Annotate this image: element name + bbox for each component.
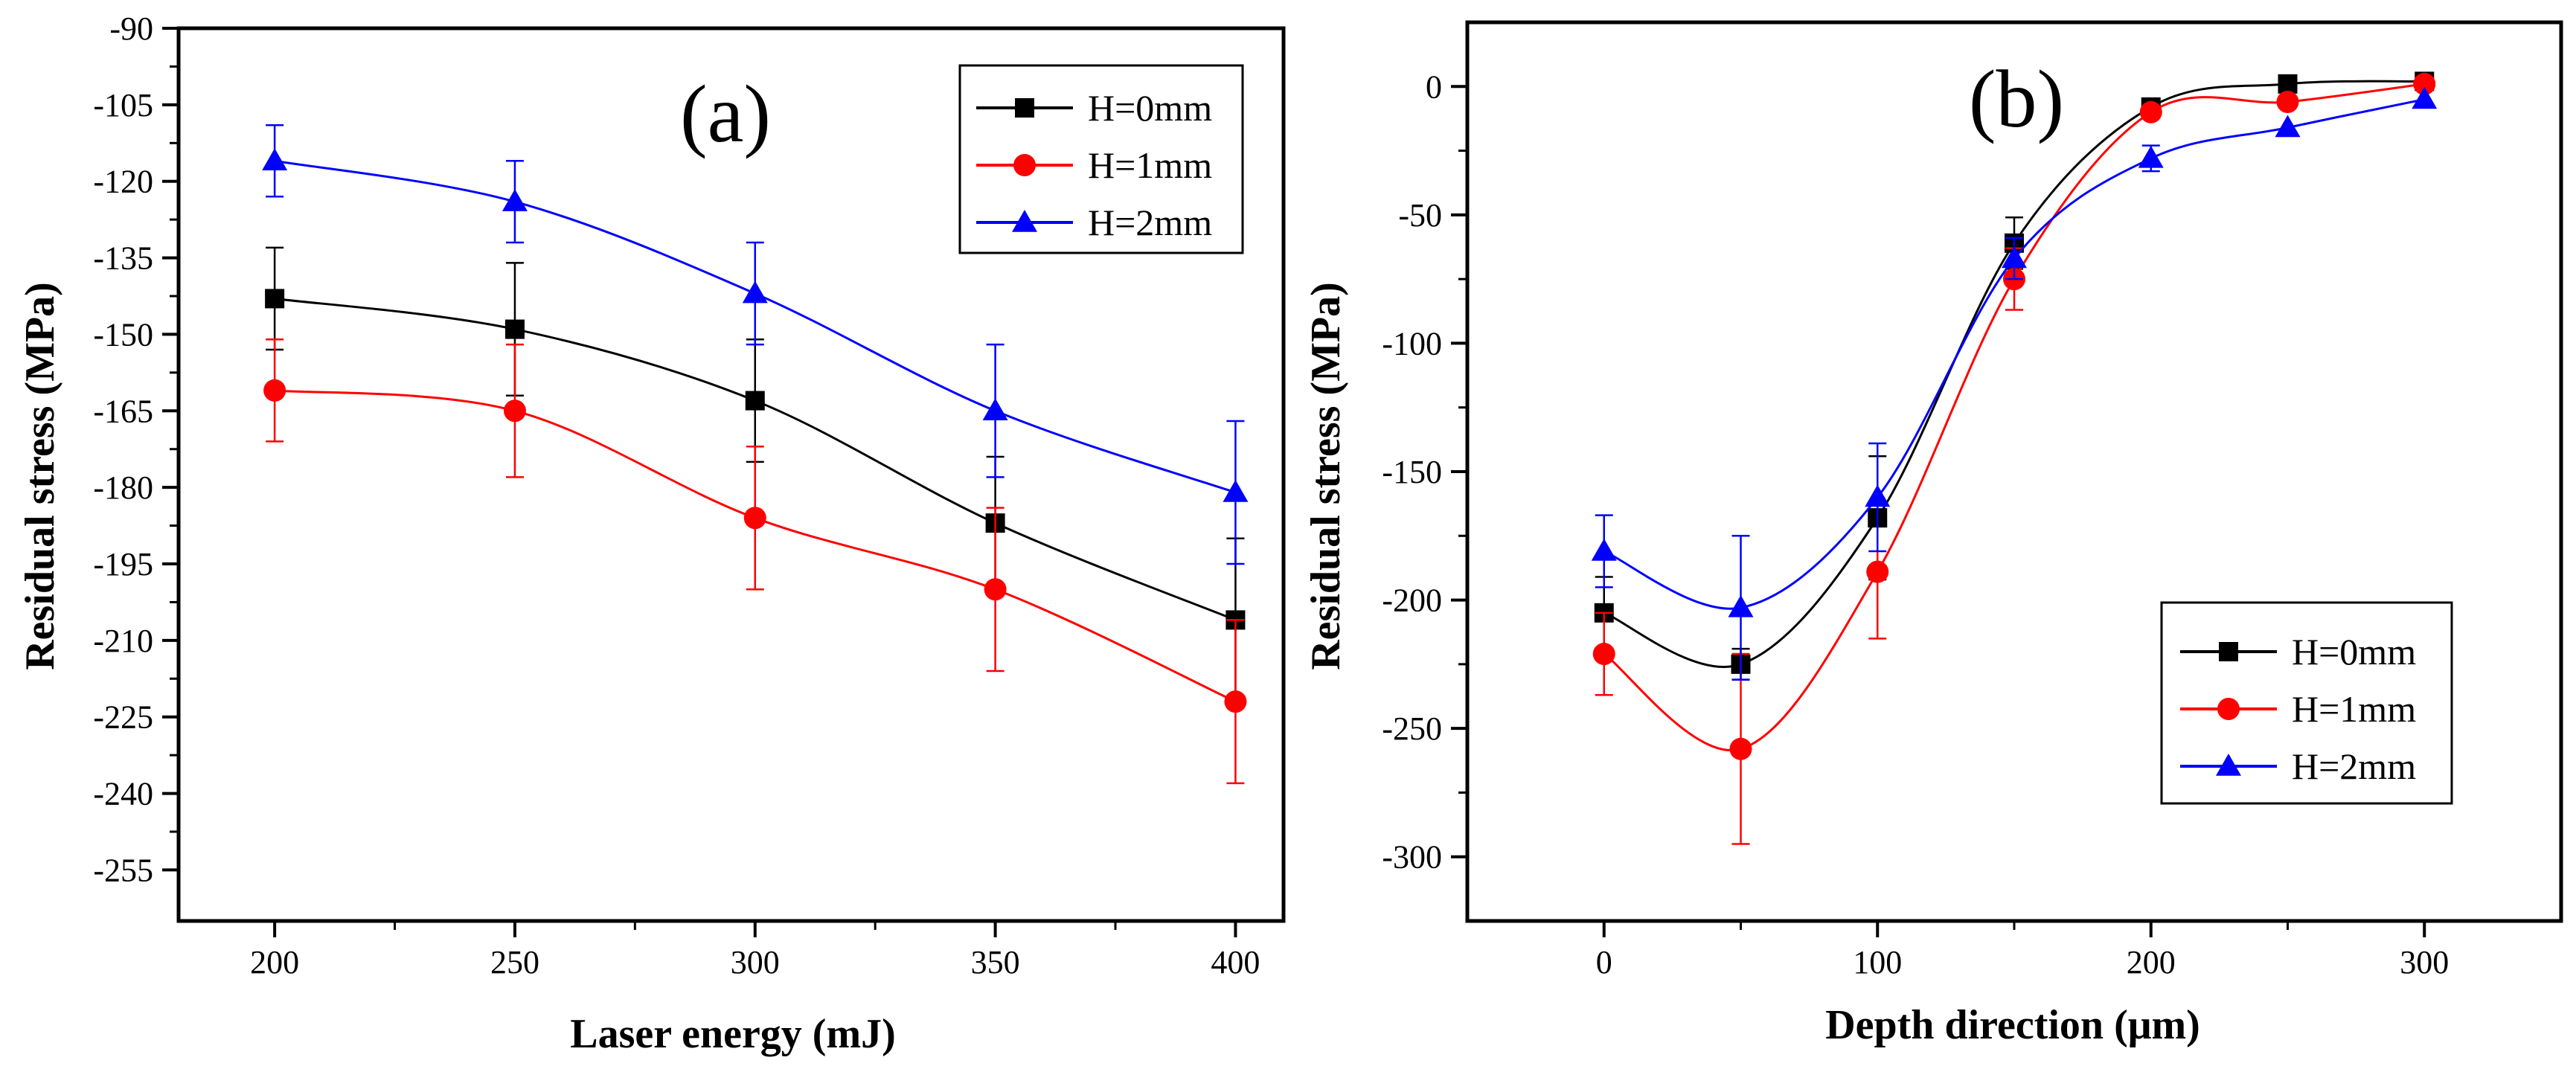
b-x-tick-label: 200 bbox=[2127, 944, 2176, 980]
a-y-tick-label: -255 bbox=[93, 852, 153, 888]
a-x-tick-label: 250 bbox=[490, 944, 539, 980]
b-y-tick-label: -100 bbox=[1382, 325, 1442, 362]
a-data-point bbox=[503, 399, 526, 423]
panel-b-legend: H=0mm H=1mm H=2mm bbox=[2160, 601, 2453, 805]
b-data-point bbox=[2275, 115, 2301, 138]
b-y-tick-label: 0 bbox=[1426, 68, 1442, 105]
a-data-point bbox=[265, 289, 285, 309]
a-y-tick-label: -165 bbox=[93, 393, 153, 429]
b-data-point bbox=[2002, 245, 2027, 269]
b-legend-marker bbox=[2216, 754, 2241, 776]
b-x-tick-label: 0 bbox=[1596, 944, 1612, 980]
a-x-tick-label: 300 bbox=[731, 944, 780, 980]
a-x-tick-label: 350 bbox=[971, 944, 1020, 980]
panel-a-y-axis-title: Residual stress (MPa) bbox=[17, 282, 63, 670]
a-x-tick-label: 200 bbox=[250, 944, 299, 980]
b-data-point bbox=[1866, 560, 1889, 583]
a-data-point bbox=[984, 578, 1007, 601]
a-y-tick-label: -120 bbox=[93, 164, 153, 200]
a-y-tick-label: -195 bbox=[93, 546, 153, 582]
panel-b-label: (b) bbox=[1969, 54, 2064, 144]
b-x-tick-label: 300 bbox=[2400, 944, 2449, 980]
panel-b-x-axis-title: Depth direction (μm) bbox=[1825, 1002, 2200, 1048]
b-legend-marker bbox=[2217, 698, 2240, 720]
a-y-tick-label: -105 bbox=[93, 87, 153, 123]
panel-b-legend-box bbox=[2160, 601, 2453, 805]
a-x-tick-label: 400 bbox=[1211, 944, 1260, 980]
a-data-point bbox=[743, 507, 766, 530]
panel-a-chart: 200 250 300 350 400 -90 -105 -120 -135 -150 -165 -1… bbox=[17, 10, 1286, 1057]
b-data-point bbox=[2412, 86, 2438, 109]
a-data-point bbox=[262, 148, 288, 171]
b-legend-label: H=2mm bbox=[2292, 745, 2416, 787]
panel-a-x-axis-title: Laser energy (mJ) bbox=[570, 1011, 896, 1057]
a-data-point bbox=[745, 391, 765, 411]
b-data-point bbox=[1865, 484, 1891, 507]
b-x-tick-label: 100 bbox=[1853, 944, 1902, 980]
a-y-tick-label: -90 bbox=[109, 10, 153, 47]
a-legend-label: H=0mm bbox=[1088, 87, 1212, 129]
b-data-point bbox=[1592, 643, 1615, 666]
b-y-tick-label: -50 bbox=[1398, 197, 1442, 234]
a-data-point bbox=[982, 398, 1008, 421]
a-legend-marker bbox=[1012, 210, 1037, 232]
b-y-tick-label: -150 bbox=[1382, 454, 1442, 490]
b-data-point bbox=[1729, 737, 1752, 760]
a-legend-label: H=1mm bbox=[1088, 144, 1212, 186]
b-series-h-0mm bbox=[1594, 71, 2435, 681]
a-y-tick-label: -240 bbox=[93, 776, 153, 812]
b-legend-label: H=1mm bbox=[2292, 688, 2416, 730]
a-data-point bbox=[263, 379, 286, 402]
panel-a-legend: H=0mm H=1mm H=2mm bbox=[958, 64, 1244, 254]
b-data-point bbox=[1728, 594, 1754, 617]
b-data-point bbox=[2278, 74, 2298, 94]
a-data-point bbox=[504, 319, 525, 339]
a-y-tick-label: -180 bbox=[93, 469, 153, 506]
a-series-h-2mm bbox=[262, 124, 1249, 565]
b-data-point bbox=[2276, 90, 2299, 113]
b-y-tick-label: -200 bbox=[1382, 582, 1442, 619]
a-series-h-1mm bbox=[263, 338, 1247, 785]
a-legend-label: H=2mm bbox=[1088, 202, 1212, 243]
a-data-point bbox=[502, 189, 528, 211]
b-y-tick-label: -300 bbox=[1382, 839, 1442, 876]
panel-a-plot-frame bbox=[176, 26, 1286, 923]
b-data-point bbox=[2413, 72, 2436, 95]
b-legend-label: H=0mm bbox=[2292, 631, 2416, 672]
b-data-point bbox=[2139, 100, 2162, 123]
a-y-tick-label: -225 bbox=[93, 699, 153, 736]
panel-b-chart: 0 100 200 300 0 -50 -100 -150 -200 -250 -300 (b) D… bbox=[1303, 20, 2563, 1048]
b-data-point bbox=[1591, 538, 1617, 561]
panel-b-y-axis-title: Residual stress (MPa) bbox=[1303, 282, 1349, 670]
a-legend-marker bbox=[1013, 154, 1036, 176]
b-legend-marker bbox=[2219, 642, 2238, 661]
a-y-tick-label: -135 bbox=[93, 240, 153, 277]
b-data-point bbox=[2138, 145, 2164, 168]
a-y-tick-label: -210 bbox=[93, 623, 153, 659]
b-series-h-2mm bbox=[1591, 86, 2438, 681]
b-series-line bbox=[1603, 98, 2425, 610]
a-data-point bbox=[1224, 690, 1247, 713]
a-legend-marker bbox=[1015, 98, 1034, 118]
panel-a-label: (a) bbox=[680, 68, 771, 159]
a-y-tick-label: -150 bbox=[93, 316, 153, 353]
a-data-point bbox=[1223, 480, 1249, 502]
b-y-tick-label: -250 bbox=[1382, 710, 1442, 747]
b-series-line bbox=[1603, 80, 2425, 668]
a-data-point bbox=[742, 280, 768, 304]
